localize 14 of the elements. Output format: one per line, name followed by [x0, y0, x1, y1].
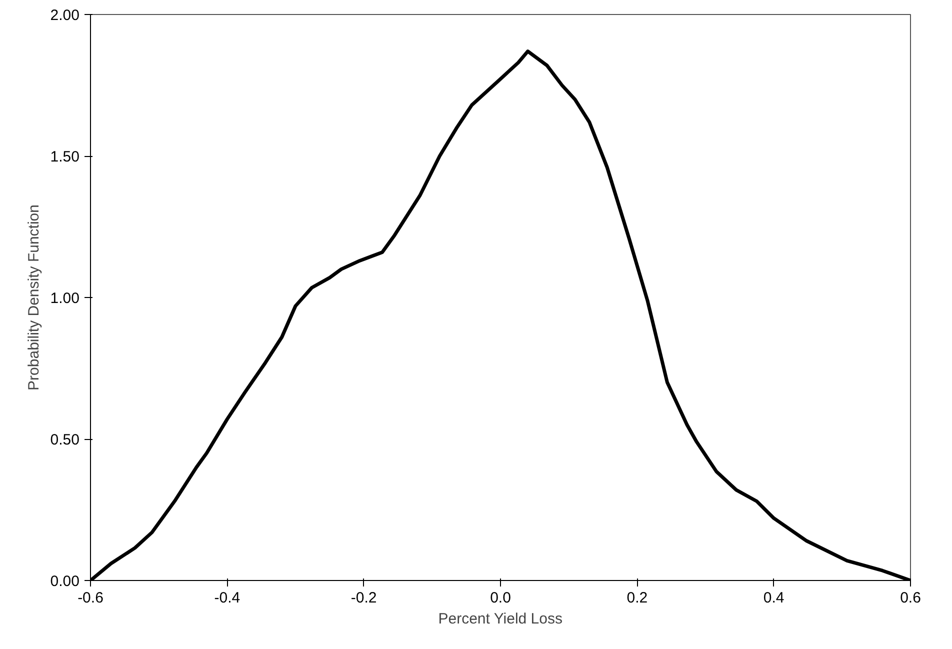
x-tick-label: -0.4 [214, 590, 240, 606]
y-tick-label: 0.00 [50, 573, 80, 590]
x-tick-label: -0.6 [78, 590, 104, 606]
y-tick-label: 0.50 [50, 432, 80, 448]
x-tick-label: 0.6 [900, 590, 921, 606]
x-axis-title: Percent Yield Loss [438, 610, 562, 628]
x-tick-label: 0.2 [626, 590, 648, 606]
x-tick-label: -0.2 [350, 590, 377, 606]
x-tick-label: 0.0 [490, 590, 511, 606]
y-tick-label: 1.00 [50, 290, 80, 307]
y-tick-label: 1.50 [50, 148, 80, 166]
x-tick-label: 0.4 [763, 590, 784, 606]
y-axis-title: Probability Density Function [25, 204, 42, 390]
y-tick-label: 2.00 [50, 7, 80, 24]
